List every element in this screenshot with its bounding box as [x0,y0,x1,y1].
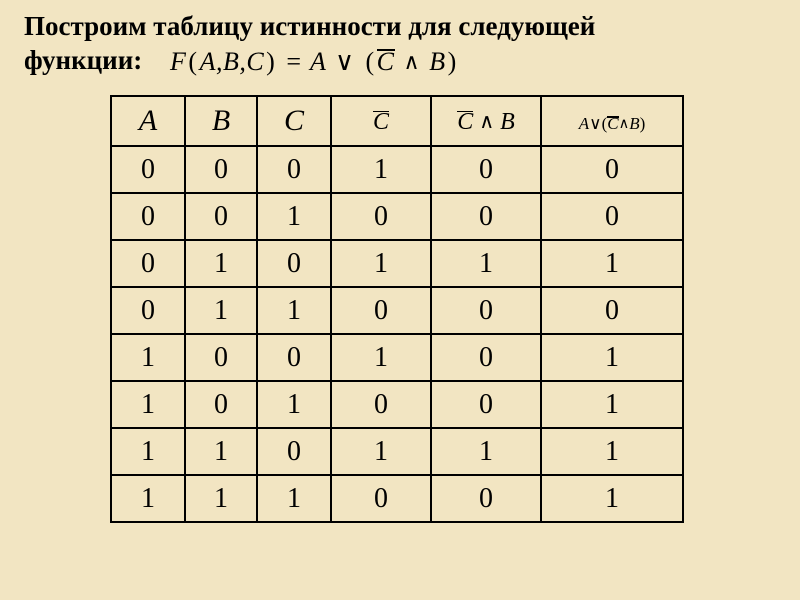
truth-table-col-A: A [111,96,185,146]
table-cell: 1 [185,428,257,475]
formula-notC: C [377,47,395,77]
table-cell: 0 [331,193,431,240]
table-cell: 0 [111,240,185,287]
truth-table: ABCCC ∧ BA∨(C∧B) 00010000100001011101100… [110,95,684,523]
table-cell: 1 [185,475,257,522]
table-cell: 0 [431,334,541,381]
table-cell: 0 [331,475,431,522]
table-cell: 1 [331,334,431,381]
formula-B: B [429,47,445,76]
table-cell: 1 [331,146,431,193]
table-cell: 1 [431,428,541,475]
table-cell: 1 [541,334,683,381]
formula-eq: = [284,47,303,76]
table-cell: 1 [541,475,683,522]
table-cell: 1 [185,287,257,334]
table-cell: 1 [257,381,331,428]
table-cell: 0 [111,287,185,334]
table-cell: 1 [111,381,185,428]
table-cell: 0 [185,146,257,193]
truth-table-header: ABCCC ∧ BA∨(C∧B) [111,96,683,146]
truth-table-col-notCandB: C ∧ B [431,96,541,146]
table-cell: 0 [111,146,185,193]
table-cell: 0 [431,146,541,193]
table-row: 010111 [111,240,683,287]
table-cell: 0 [431,475,541,522]
formula-or: ∨ [333,47,357,76]
table-cell: 1 [185,240,257,287]
table-cell: 1 [111,334,185,381]
formula: F(A,B,C) = A ∨ (C ∧ B) [170,47,459,77]
table-row: 100101 [111,334,683,381]
table-row: 011000 [111,287,683,334]
table-cell: 0 [541,193,683,240]
table-cell: 0 [257,334,331,381]
table-row: 101001 [111,381,683,428]
table-cell: 0 [431,193,541,240]
table-cell: 0 [257,146,331,193]
table-cell: 0 [185,381,257,428]
table-cell: 1 [257,287,331,334]
formula-rparen: ) [446,47,459,76]
table-row: 001000 [111,193,683,240]
table-cell: 0 [541,287,683,334]
table-cell: 0 [331,381,431,428]
table-cell: 1 [257,475,331,522]
truth-table-col-B: B [185,96,257,146]
table-cell: 0 [257,240,331,287]
table-row: 111001 [111,475,683,522]
heading-line-2-prefix: функции: [24,45,142,75]
table-cell: 0 [541,146,683,193]
formula-and: ∧ [402,49,423,74]
table-cell: 0 [431,287,541,334]
table-cell: 0 [185,193,257,240]
table-cell: 1 [257,193,331,240]
table-cell: 0 [431,381,541,428]
table-cell: 1 [331,428,431,475]
formula-lparen: ( [364,47,377,76]
table-cell: 0 [185,334,257,381]
table-cell: 0 [111,193,185,240]
table-row: 000100 [111,146,683,193]
table-cell: 0 [257,428,331,475]
formula-A: A [310,47,326,76]
truth-table-col-F: A∨(C∧B) [541,96,683,146]
heading-line-1: Построим таблицу истинности для следующе… [24,11,595,41]
formula-func: F(A,B,C) [170,47,284,76]
table-cell: 1 [111,428,185,475]
truth-table-col-notC: C [331,96,431,146]
table-cell: 1 [431,240,541,287]
table-cell: 1 [111,475,185,522]
table-row: 110111 [111,428,683,475]
table-cell: 1 [541,381,683,428]
truth-table-col-C: C [257,96,331,146]
table-cell: 0 [331,287,431,334]
table-cell: 1 [541,428,683,475]
table-cell: 1 [331,240,431,287]
table-cell: 1 [541,240,683,287]
